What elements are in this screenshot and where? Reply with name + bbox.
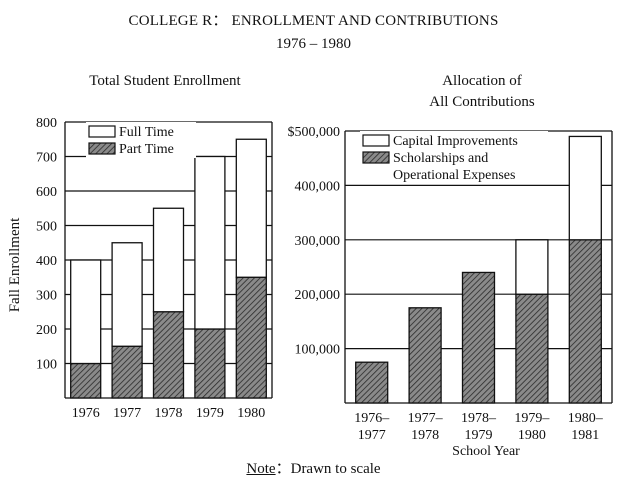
bar-segment-hatched [111, 345, 143, 399]
x-tick-label: 1979 [196, 406, 224, 421]
x-tick-label: 1978 [411, 428, 439, 443]
y-tick-label: 600 [36, 185, 57, 200]
x-tick-label: 1977– [408, 411, 444, 426]
y-tick-label: $500,000 [288, 125, 341, 140]
bar-segment-empty [70, 259, 102, 365]
y-tick-label: 400,000 [295, 179, 341, 194]
x-tick-label: 1979– [514, 411, 550, 426]
x-tick-label: 1980 [237, 406, 265, 421]
page-subtitle-years: 1976 – 1980 [276, 36, 351, 52]
enrollment-chart: 100 200 300 400 500 600 700 800 1976 1977 1978 1979… [36, 116, 273, 421]
x-tick-label: 1978 [155, 406, 183, 421]
legend-swatch [362, 134, 390, 147]
enrollment-chart-title: Total Student Enrollment [89, 73, 241, 89]
bar-segment-empty [235, 138, 267, 278]
bar-segment-empty [111, 242, 143, 347]
x-tick-label: 1980– [568, 411, 604, 426]
y-tick-label: 300 [36, 289, 57, 304]
contributions-chart-title-line1: Allocation of [442, 73, 522, 89]
legend-swatch [362, 151, 390, 164]
footnote: Note：Drawn to scale [0, 457, 627, 478]
legend-label: Part Time [119, 142, 174, 157]
legend-label: Capital Improvements [393, 134, 518, 149]
legend-swatch [88, 125, 116, 138]
x-tick-label: 1981 [571, 428, 599, 443]
note-separator: ： [275, 461, 291, 477]
x-tick-label: 1976– [354, 411, 390, 426]
legend-background [360, 131, 548, 183]
legend-label: Operational Expenses [393, 168, 515, 183]
bar-segment-empty [568, 135, 602, 241]
bar-segment-hatched [70, 362, 102, 399]
y-axis-title: Fall Enrollment [7, 217, 23, 312]
bar-segment-hatched [194, 328, 226, 399]
bar-segment-empty [152, 207, 185, 313]
bar-segment-empty [194, 155, 226, 330]
bar-segment-hatched [235, 276, 267, 399]
x-tick-label: 1979 [465, 428, 493, 443]
y-tick-label: 300,000 [295, 234, 341, 249]
y-tick-label: 200,000 [295, 288, 341, 303]
y-tick-label: 100,000 [295, 343, 341, 358]
y-tick-label: 700 [36, 151, 57, 166]
bar-segment-hatched [408, 307, 442, 404]
bar-segment-hatched [568, 239, 602, 404]
x-axis-title: School Year [452, 444, 520, 459]
bar-segment-hatched [461, 271, 496, 404]
x-tick-label: 1976 [72, 406, 100, 421]
y-tick-label: 500 [36, 220, 57, 235]
x-tick-label: 1978– [461, 411, 497, 426]
bar-segment-hatched [152, 311, 185, 399]
y-tick-label: 100 [36, 358, 57, 373]
legend-label: Scholarships and [393, 151, 488, 166]
note-label: Note [246, 461, 276, 477]
y-tick-label: 400 [36, 254, 57, 269]
page-title: COLLEGE R： ENROLLMENT AND CONTRIBUTIONS [128, 13, 499, 29]
bar-segment-hatched [355, 361, 389, 404]
bar-segment-empty [515, 239, 549, 295]
y-tick-label: 800 [36, 116, 57, 131]
x-tick-label: 1980 [518, 428, 546, 443]
legend-label: Full Time [119, 125, 174, 140]
bar-segment-hatched [515, 293, 549, 404]
legend-swatch [88, 142, 116, 155]
x-tick-label: 1977 [113, 406, 141, 421]
y-tick-label: 200 [36, 323, 57, 338]
contributions-chart: 100,000 200,000 300,000 400,000 $500,000 1976… [288, 125, 613, 443]
note-text: Drawn to scale [290, 461, 381, 477]
x-tick-label: 1977 [358, 428, 386, 443]
contributions-chart-title-line2: All Contributions [429, 94, 535, 110]
